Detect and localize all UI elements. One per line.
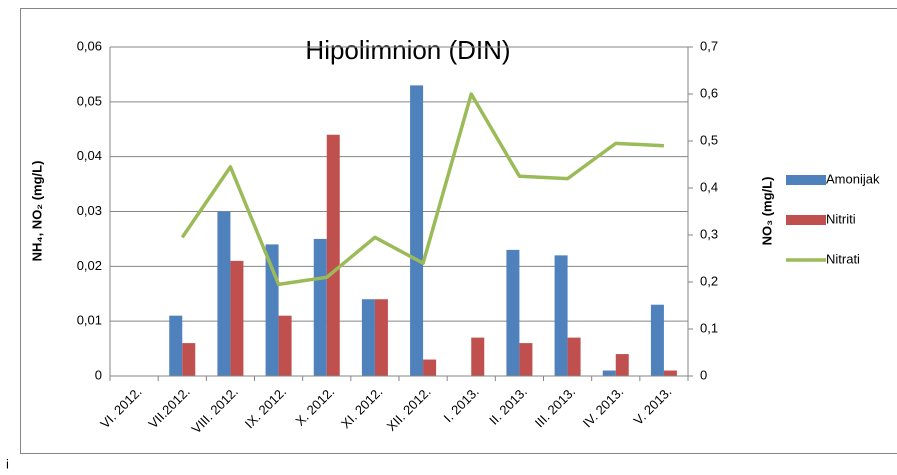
bar <box>313 238 327 376</box>
bar <box>278 315 292 376</box>
bar <box>663 370 677 376</box>
y-tick-label: 0,01 <box>77 313 102 328</box>
y2-tick-label: 0 <box>700 367 707 382</box>
bar <box>217 211 231 376</box>
bar <box>230 260 244 376</box>
legend-label: Nitrati <box>826 251 860 266</box>
bar <box>602 370 616 376</box>
y2-axis-label: NO₃ (mg/L) <box>759 177 774 246</box>
bar <box>650 304 664 376</box>
legend-swatch <box>786 215 826 225</box>
bar <box>554 255 568 376</box>
bar <box>615 354 629 376</box>
bar <box>506 249 520 376</box>
x-tick-label: XII. 2012. <box>384 384 434 434</box>
x-tick-label: IV. 2013. <box>580 384 627 431</box>
x-tick-label: III. 2013. <box>532 384 578 430</box>
bar <box>471 337 485 376</box>
legend-label: Amonijak <box>826 171 880 186</box>
y2-tick-label: 0,6 <box>700 85 718 100</box>
x-tick-label: X. 2012. <box>292 384 337 429</box>
y2-tick-label: 0,4 <box>700 179 718 194</box>
chart-title: Hipolimnion (DIN) <box>305 35 510 65</box>
y2-tick-label: 0,1 <box>700 320 718 335</box>
x-tick-label: VI. 2012. <box>97 384 144 431</box>
x-tick-label: VIII. 2012. <box>188 384 241 437</box>
y2-tick-label: 0,2 <box>700 273 718 288</box>
bar <box>361 299 375 376</box>
bar <box>567 337 581 376</box>
bar <box>410 85 424 376</box>
x-tick-label: V. 2013. <box>630 384 674 428</box>
bar <box>326 134 340 376</box>
y-tick-label: 0,03 <box>77 203 102 218</box>
bar <box>374 299 388 376</box>
bar <box>169 315 183 376</box>
bar <box>519 343 533 376</box>
line <box>180 92 665 287</box>
y-tick-label: 0,04 <box>77 148 102 163</box>
y-tick-label: 0,05 <box>77 93 102 108</box>
legend-label: Nitriti <box>826 211 856 226</box>
x-tick-label: IX. 2012. <box>242 384 289 431</box>
legend-swatch <box>786 175 826 185</box>
x-tick-label: II. 2013. <box>486 384 530 428</box>
bar <box>182 343 196 376</box>
x-tick-label: VII.2012. <box>145 384 192 431</box>
x-tick-label: I. 2013. <box>441 384 482 425</box>
y2-tick-label: 0,5 <box>700 132 718 147</box>
y-tick-label: 0,06 <box>77 38 102 53</box>
y-axis-label: NH₄, NO₂ (mg/L) <box>29 161 44 262</box>
y-tick-label: 0 <box>95 367 102 382</box>
footnote: i <box>6 456 9 471</box>
x-tick-label: XI. 2012. <box>338 384 385 431</box>
chart-frame <box>20 8 897 454</box>
y2-tick-label: 0,7 <box>700 38 718 53</box>
bar <box>423 359 437 376</box>
y2-tick-label: 0,3 <box>700 226 718 241</box>
y-tick-label: 0,02 <box>77 258 102 273</box>
